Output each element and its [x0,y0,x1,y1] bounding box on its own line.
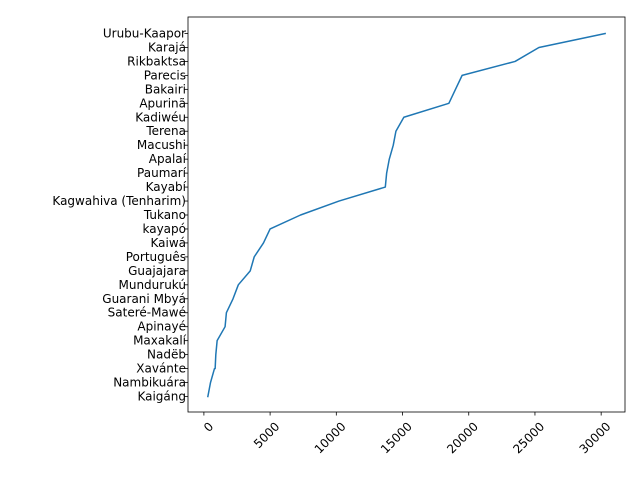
x-tick-label: 10000 [312,419,349,456]
y-tick-label: kayapó [142,222,186,236]
x-tick-label: 0 [201,419,216,434]
y-tick-label: Bakairi [145,82,186,96]
x-tick-label: 30000 [577,419,614,456]
y-tick-label: Kadiwéu [135,110,186,124]
y-tick-label: Apurinã [139,96,186,110]
axes [187,16,626,413]
y-tick-label: Rikbaktsa [127,54,186,68]
y-tick-label: Kaigáng [137,390,186,404]
y-tick-label: Português [126,250,186,264]
y-tick-label: Maxakalí [133,334,187,348]
y-tick-label: Sateré-Mawé [108,306,186,320]
y-tick-label: Guajajara [128,264,186,278]
y-tick-label: Urubu-Kaapor [103,27,186,41]
y-tick-label: Tukano [143,208,186,222]
x-axis: 0 5000 10000 15000 20000 25000 30000 [201,412,614,456]
y-axis: KaigángNambikuáraXavánteNadëbMaxakalíApi… [52,27,188,404]
plot-frame [187,16,626,413]
y-tick-label: Apalaí [149,152,187,166]
x-tick-label: 20000 [444,419,481,456]
x-tick-label: 15000 [378,419,415,456]
y-tick-label: Apinayé [137,320,186,334]
y-tick-label: Mundurukú [118,278,186,292]
y-tick-label: Parecis [144,68,186,82]
y-tick-label: Kayabí [146,180,187,194]
series-line [206,32,607,398]
y-tick-label: Macushi [137,138,186,152]
y-tick-label: Karajá [148,40,186,54]
y-tick-label: Kaiwá [150,236,186,250]
y-tick-label: Nambikuára [113,376,186,390]
y-tick-label: Nadëb [147,348,186,362]
y-tick-label: Terena [145,124,186,138]
x-tick-label: 5000 [251,419,282,450]
series-layer [206,32,607,398]
y-tick-label: Xavánte [136,362,186,376]
y-tick-label: Paumarí [137,166,187,180]
x-tick-label: 25000 [510,419,547,456]
y-tick-label: Kagwahiva (Tenharim) [52,194,186,208]
y-tick-label: Guarani Mbyá [102,292,186,306]
